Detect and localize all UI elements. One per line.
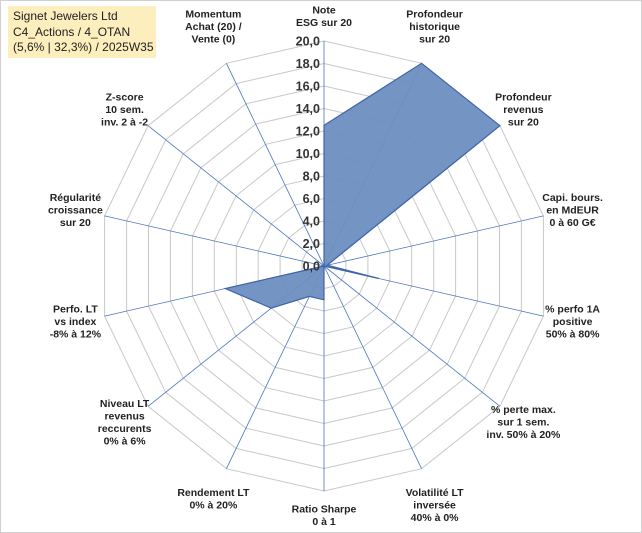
axis-label: Niveau LT revenus reccurents 0% à 6% [98, 398, 152, 448]
series-area-layer [223, 62, 501, 309]
axis-label: Capi. bours. en MdEUR 0 à 60 G€ [542, 192, 603, 229]
tick-label: 0,0 [303, 260, 320, 274]
axis-spoke [226, 63, 325, 267]
tick-label: 4,0 [303, 215, 320, 229]
axis-label: Ratio Sharpe 0 à 1 [292, 504, 357, 529]
tick-label: 12,0 [296, 125, 320, 139]
tick-label-layer: 0,0 2,0 4,0 6,0 8,0 10,0 12,0 14,0 16,0 18,0 20,0 [296, 35, 320, 274]
axis-spoke [323, 265, 501, 407]
period-info: (5,6% | 32,3%) / 2025W35 [13, 40, 154, 54]
axis-spoke [147, 125, 325, 267]
tick-label: 18,0 [296, 57, 320, 71]
tick-label: 6,0 [303, 192, 320, 206]
axis-label: Profondeur revenus sur 20 [495, 91, 552, 128]
axis-label: % perfo 1A positive 50% à 80% [545, 304, 600, 341]
tick-label: 8,0 [303, 170, 320, 184]
tick-label: 10,0 [296, 147, 320, 161]
axis-spoke [323, 265, 422, 469]
axis-label: Rendement LT 0% à 20% [177, 487, 250, 512]
axis-label: Profondeur historique sur 20 [406, 8, 463, 45]
series-area [223, 62, 501, 309]
category-path: C4_Actions / 4_OTAN [13, 24, 131, 39]
tick-label: 2,0 [303, 237, 320, 251]
axis-label: Régularité croissance sur 20 [48, 192, 103, 229]
chart-header-box: Signet Jewelers Ltd C4_Actions / 4_OTAN … [8, 6, 156, 58]
axis-label: Z-score 10 sem. inv. 2 à -2 [101, 91, 148, 128]
tick-label: 14,0 [296, 102, 320, 116]
axis-label: Momentum Achat (20) / Vente (0) [185, 8, 242, 45]
axis-label-layer: Note ESG sur 20 Profondeur historique sur 20… [48, 5, 603, 529]
company-name: Signet Jewelers Ltd [13, 9, 118, 23]
axis-label: % perte max. sur 1 sem. inv. 50% à 20% [486, 404, 561, 441]
axis-spoke [104, 215, 325, 267]
axis-label: Note ESG sur 20 [296, 5, 352, 30]
axis-label: Volatilité LT inversée 40% à 0% [406, 487, 465, 524]
axis-label: Perfo. LT vs index -8% à 12% [50, 304, 102, 341]
axis-spoke [226, 265, 325, 469]
axis-spoke [323, 215, 544, 267]
tick-label: 20,0 [296, 35, 320, 49]
tick-label: 16,0 [296, 80, 320, 94]
